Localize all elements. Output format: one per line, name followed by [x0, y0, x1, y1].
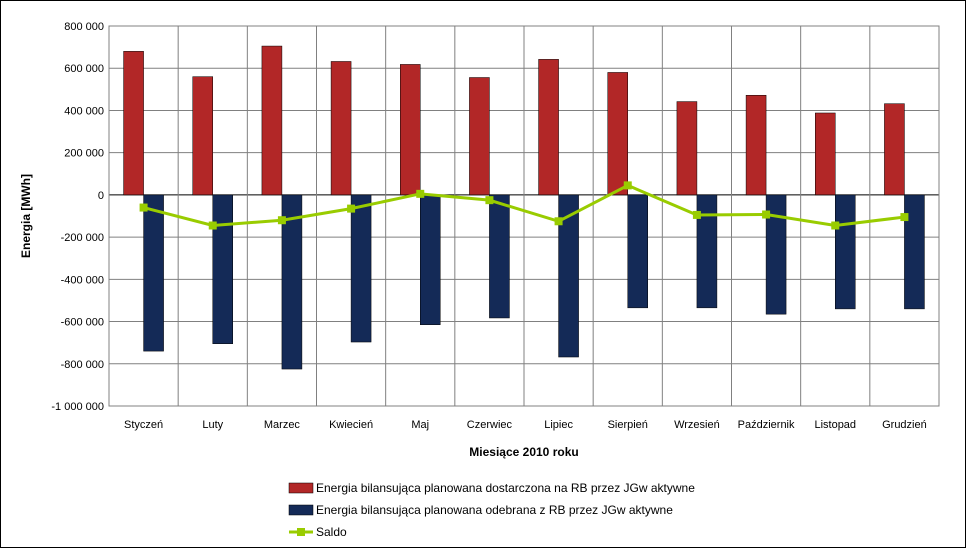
- x-tick-label: Styczeń: [124, 419, 163, 431]
- y-tick-label: -200 000: [61, 232, 104, 244]
- bar-received: [212, 194, 233, 344]
- y-tick-label: 600 000: [64, 63, 104, 75]
- legend: Energia bilansująca planowana dostarczon…: [288, 481, 695, 539]
- x-tick-label: Lipiec: [544, 419, 573, 431]
- saldo-point: [623, 181, 632, 190]
- bar-delivered: [192, 76, 213, 196]
- bar-received: [350, 194, 372, 343]
- bar-received: [281, 194, 303, 370]
- saldo-point: [762, 210, 771, 219]
- bar-received: [765, 194, 787, 315]
- legend-label: Saldo: [316, 525, 347, 539]
- legend-marker: [297, 528, 305, 536]
- legend-swatch: [288, 504, 314, 516]
- bar-received: [904, 194, 925, 310]
- y-tick-label: -400 000: [61, 274, 104, 286]
- bar-delivered: [123, 51, 144, 196]
- legend-label: Energia bilansująca planowana odebrana z…: [316, 503, 673, 517]
- x-axis-title: Miesiące 2010 roku: [469, 445, 578, 459]
- saldo-point: [554, 217, 563, 226]
- bar-received: [696, 194, 718, 309]
- x-tick-label: Maj: [411, 419, 429, 431]
- bar-delivered: [261, 45, 283, 196]
- legend-swatch: [288, 482, 314, 494]
- bar-delivered: [400, 64, 421, 196]
- x-tick-label: Luty: [202, 419, 223, 431]
- saldo-point: [692, 210, 701, 219]
- x-tick-label: Listopad: [814, 419, 856, 431]
- saldo-point: [900, 213, 909, 222]
- x-tick-label: Czerwiec: [467, 419, 513, 431]
- saldo-point: [831, 221, 840, 230]
- bar-delivered: [884, 103, 905, 196]
- bar-delivered: [469, 77, 490, 196]
- saldo-line-path: [143, 183, 905, 228]
- bar-received: [627, 194, 648, 309]
- bar-received: [835, 194, 856, 310]
- bar-delivered: [815, 112, 836, 196]
- saldo-line: [139, 181, 909, 230]
- bar-delivered: [607, 72, 628, 196]
- x-tick-label: Grudzień: [882, 419, 927, 431]
- x-tick-label: Marzec: [264, 419, 301, 431]
- saldo-point: [208, 221, 217, 230]
- x-tick-label: Kwiecień: [329, 419, 373, 431]
- x-tick-label: Październik: [738, 419, 795, 431]
- x-tick-label: Wrzesień: [674, 419, 720, 431]
- x-tick-label: Sierpień: [608, 419, 648, 431]
- bar-delivered: [538, 59, 559, 196]
- x-tick-labels: Styczeń Luty Marzec Kwiecień Maj Czerwiec Lipi…: [124, 419, 927, 431]
- saldo-point: [277, 216, 286, 225]
- bar-received: [489, 194, 510, 319]
- bar-received: [558, 194, 579, 358]
- y-tick-label: 800 000: [64, 21, 104, 33]
- bar-delivered: [330, 61, 352, 196]
- y-tick-label: -1 000 000: [51, 401, 104, 413]
- bar-delivered: [745, 94, 767, 196]
- y-tick-label: -800 000: [61, 359, 104, 371]
- y-tick-label: 0: [98, 190, 104, 202]
- bar-delivered: [676, 101, 698, 196]
- bar-received: [420, 194, 441, 325]
- saldo-point: [139, 203, 148, 212]
- saldo-point: [347, 204, 356, 213]
- y-tick-label: -600 000: [61, 317, 104, 329]
- bar-received: [143, 194, 164, 352]
- y-tick-label: 400 000: [64, 105, 104, 117]
- saldo-point: [485, 196, 494, 205]
- legend-label: Energia bilansująca planowana dostarczon…: [316, 481, 695, 495]
- plot-border: [108, 25, 940, 407]
- y-tick-label: 200 000: [64, 148, 104, 160]
- saldo-point: [416, 189, 425, 198]
- y-axis-title: Energia [MWh]: [19, 174, 33, 258]
- y-tick-labels: 800 000 600 000 400 000 200 000 0 -200 000 -40…: [51, 21, 104, 413]
